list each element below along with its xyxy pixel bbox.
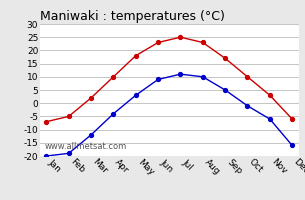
Text: www.allmetsat.com: www.allmetsat.com	[45, 142, 127, 151]
Text: Maniwaki : temperatures (°C): Maniwaki : temperatures (°C)	[40, 10, 224, 23]
